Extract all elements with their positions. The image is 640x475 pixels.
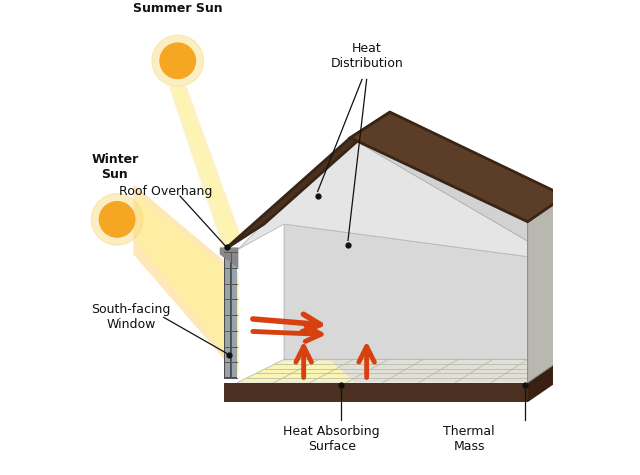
Circle shape bbox=[99, 202, 135, 237]
Polygon shape bbox=[350, 138, 563, 261]
Text: Heat Absorbing
Surface: Heat Absorbing Surface bbox=[284, 425, 380, 453]
Polygon shape bbox=[225, 112, 390, 250]
Polygon shape bbox=[284, 224, 563, 359]
Text: Summer Sun: Summer Sun bbox=[133, 1, 223, 15]
Polygon shape bbox=[527, 196, 565, 383]
Polygon shape bbox=[232, 253, 237, 377]
Polygon shape bbox=[133, 184, 238, 376]
Polygon shape bbox=[237, 359, 563, 383]
Polygon shape bbox=[225, 383, 527, 402]
Polygon shape bbox=[138, 196, 238, 371]
Polygon shape bbox=[350, 112, 565, 222]
Polygon shape bbox=[169, 86, 242, 252]
Text: South-facing
Window: South-facing Window bbox=[92, 304, 171, 332]
Circle shape bbox=[152, 35, 204, 86]
Polygon shape bbox=[225, 252, 237, 378]
Polygon shape bbox=[527, 222, 563, 383]
Circle shape bbox=[92, 194, 143, 245]
Polygon shape bbox=[225, 253, 230, 377]
Polygon shape bbox=[237, 138, 563, 261]
Text: Winter
Sun: Winter Sun bbox=[91, 152, 138, 180]
Text: Roof Overhang: Roof Overhang bbox=[120, 185, 212, 198]
Polygon shape bbox=[527, 357, 565, 402]
Circle shape bbox=[160, 43, 195, 78]
Polygon shape bbox=[173, 89, 238, 250]
Polygon shape bbox=[237, 361, 354, 382]
Text: Heat
Distribution: Heat Distribution bbox=[330, 42, 403, 70]
Text: Thermal
Mass: Thermal Mass bbox=[444, 425, 495, 453]
Polygon shape bbox=[220, 247, 238, 268]
